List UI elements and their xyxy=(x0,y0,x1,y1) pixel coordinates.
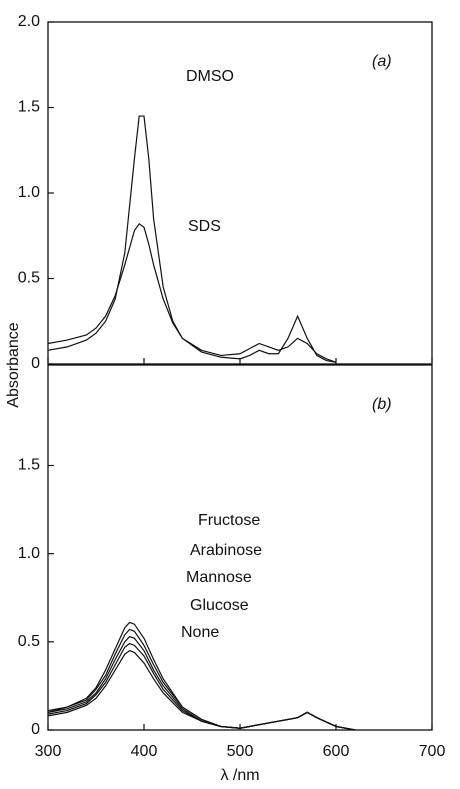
line-series xyxy=(47,115,337,363)
y-tick-label: 1.0 xyxy=(18,545,40,562)
series-label: DMSO xyxy=(186,68,234,85)
y-tick-label: 0.5 xyxy=(18,633,40,650)
series-label: Arabinose xyxy=(190,542,262,559)
y-tick-label: 1.5 xyxy=(18,457,40,474)
y-tick-label: 0 xyxy=(31,355,40,372)
x-tick-label: 300 xyxy=(35,743,62,760)
series-label: Fructose xyxy=(198,512,260,529)
x-tick-label: 500 xyxy=(227,743,254,760)
x-tick-label: 400 xyxy=(131,743,158,760)
series-label: None xyxy=(181,624,219,641)
y-tick-label: 0.5 xyxy=(18,270,40,287)
series-label: Mannose xyxy=(186,569,252,586)
panel-label: (b) xyxy=(372,396,392,413)
x-axis-label: λ /nm xyxy=(220,767,259,784)
series-label: Glucose xyxy=(190,597,249,614)
line-series xyxy=(47,222,337,363)
y-tick-label: 1.0 xyxy=(18,184,40,201)
series-label: SDS xyxy=(188,218,221,235)
y-axis-label: Absorbance xyxy=(5,322,22,407)
y-tick-label: 0 xyxy=(31,721,40,738)
line-series xyxy=(47,642,356,731)
y-tick-label: 1.5 xyxy=(18,99,40,116)
x-tick-label: 700 xyxy=(419,743,446,760)
plot-frame xyxy=(47,21,433,365)
x-tick-label: 600 xyxy=(323,743,350,760)
line-series xyxy=(47,649,356,731)
y-tick-label: 2.0 xyxy=(18,13,40,30)
line-series xyxy=(47,628,356,731)
panel-label: (a) xyxy=(372,53,392,70)
line-series xyxy=(47,635,356,731)
